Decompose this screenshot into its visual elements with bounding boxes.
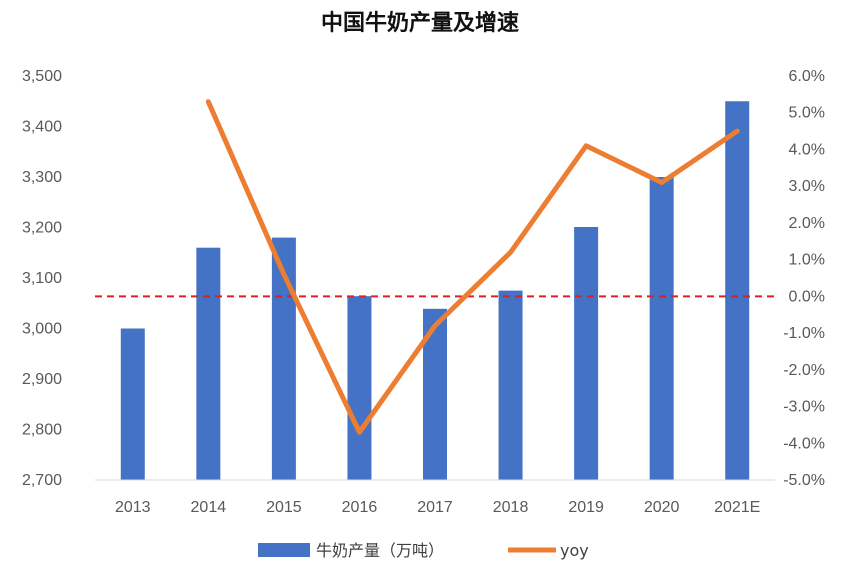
- left-tick-label: 3,500: [22, 68, 62, 85]
- left-tick-label: 3,300: [22, 169, 62, 186]
- x-tick-label: 2020: [644, 499, 680, 516]
- x-tick-label: 2016: [342, 499, 378, 516]
- bar: [574, 226, 599, 480]
- bar: [649, 177, 674, 480]
- right-tick-label: 2.0%: [789, 215, 825, 232]
- legend-line-label: yoy: [560, 541, 589, 560]
- bar: [725, 101, 750, 480]
- right-tick-label: -4.0%: [783, 435, 825, 452]
- bar: [120, 328, 145, 480]
- bar: [196, 247, 221, 480]
- bar-series: [120, 101, 750, 480]
- right-tick-label: -2.0%: [783, 362, 825, 379]
- x-axis: 2013 2014 2015 2016 2017 2018 2019 2020 2021E: [115, 499, 760, 516]
- left-axis: 2,700 2,800 2,900 3,000 3,100 3,200 3,300 3,400…: [22, 68, 62, 489]
- right-tick-label: 5.0%: [789, 105, 825, 122]
- x-tick-label: 2018: [493, 499, 529, 516]
- chart-title: 中国牛奶产量及增速: [321, 10, 519, 36]
- yoy-line: [205, 99, 740, 435]
- left-tick-label: 3,200: [22, 220, 62, 237]
- left-tick-label: 3,400: [22, 119, 62, 136]
- x-tick-label: 2014: [191, 499, 227, 516]
- left-tick-label: 2,800: [22, 422, 62, 439]
- right-tick-label: 3.0%: [789, 178, 825, 195]
- left-tick-label: 3,000: [22, 321, 62, 338]
- bar: [347, 296, 372, 480]
- left-tick-label: 2,700: [22, 472, 62, 489]
- right-tick-label: 0.0%: [789, 288, 825, 305]
- x-tick-label: 2017: [417, 499, 453, 516]
- right-tick-label: 1.0%: [789, 252, 825, 269]
- right-tick-label: -3.0%: [783, 399, 825, 416]
- x-tick-label: 2015: [266, 499, 302, 516]
- x-tick-label: 2019: [568, 499, 604, 516]
- right-tick-label: 6.0%: [789, 68, 825, 85]
- left-tick-label: 2,900: [22, 371, 62, 388]
- legend: 牛奶产量（万吨） yoy: [258, 541, 589, 560]
- x-tick-label: 2013: [115, 499, 151, 516]
- right-tick-label: 4.0%: [789, 141, 825, 158]
- x-tick-label: 2021E: [714, 499, 760, 516]
- legend-bar-label: 牛奶产量（万吨）: [316, 541, 444, 560]
- legend-bar-swatch: [258, 543, 310, 557]
- right-tick-label: -5.0%: [783, 472, 825, 489]
- right-tick-label: -1.0%: [783, 325, 825, 342]
- left-tick-label: 3,100: [22, 270, 62, 287]
- right-axis: -5.0% -4.0% -3.0% -2.0% -1.0% 0.0% 1.0% 2.0% 3.0…: [783, 68, 825, 489]
- bar: [498, 290, 523, 480]
